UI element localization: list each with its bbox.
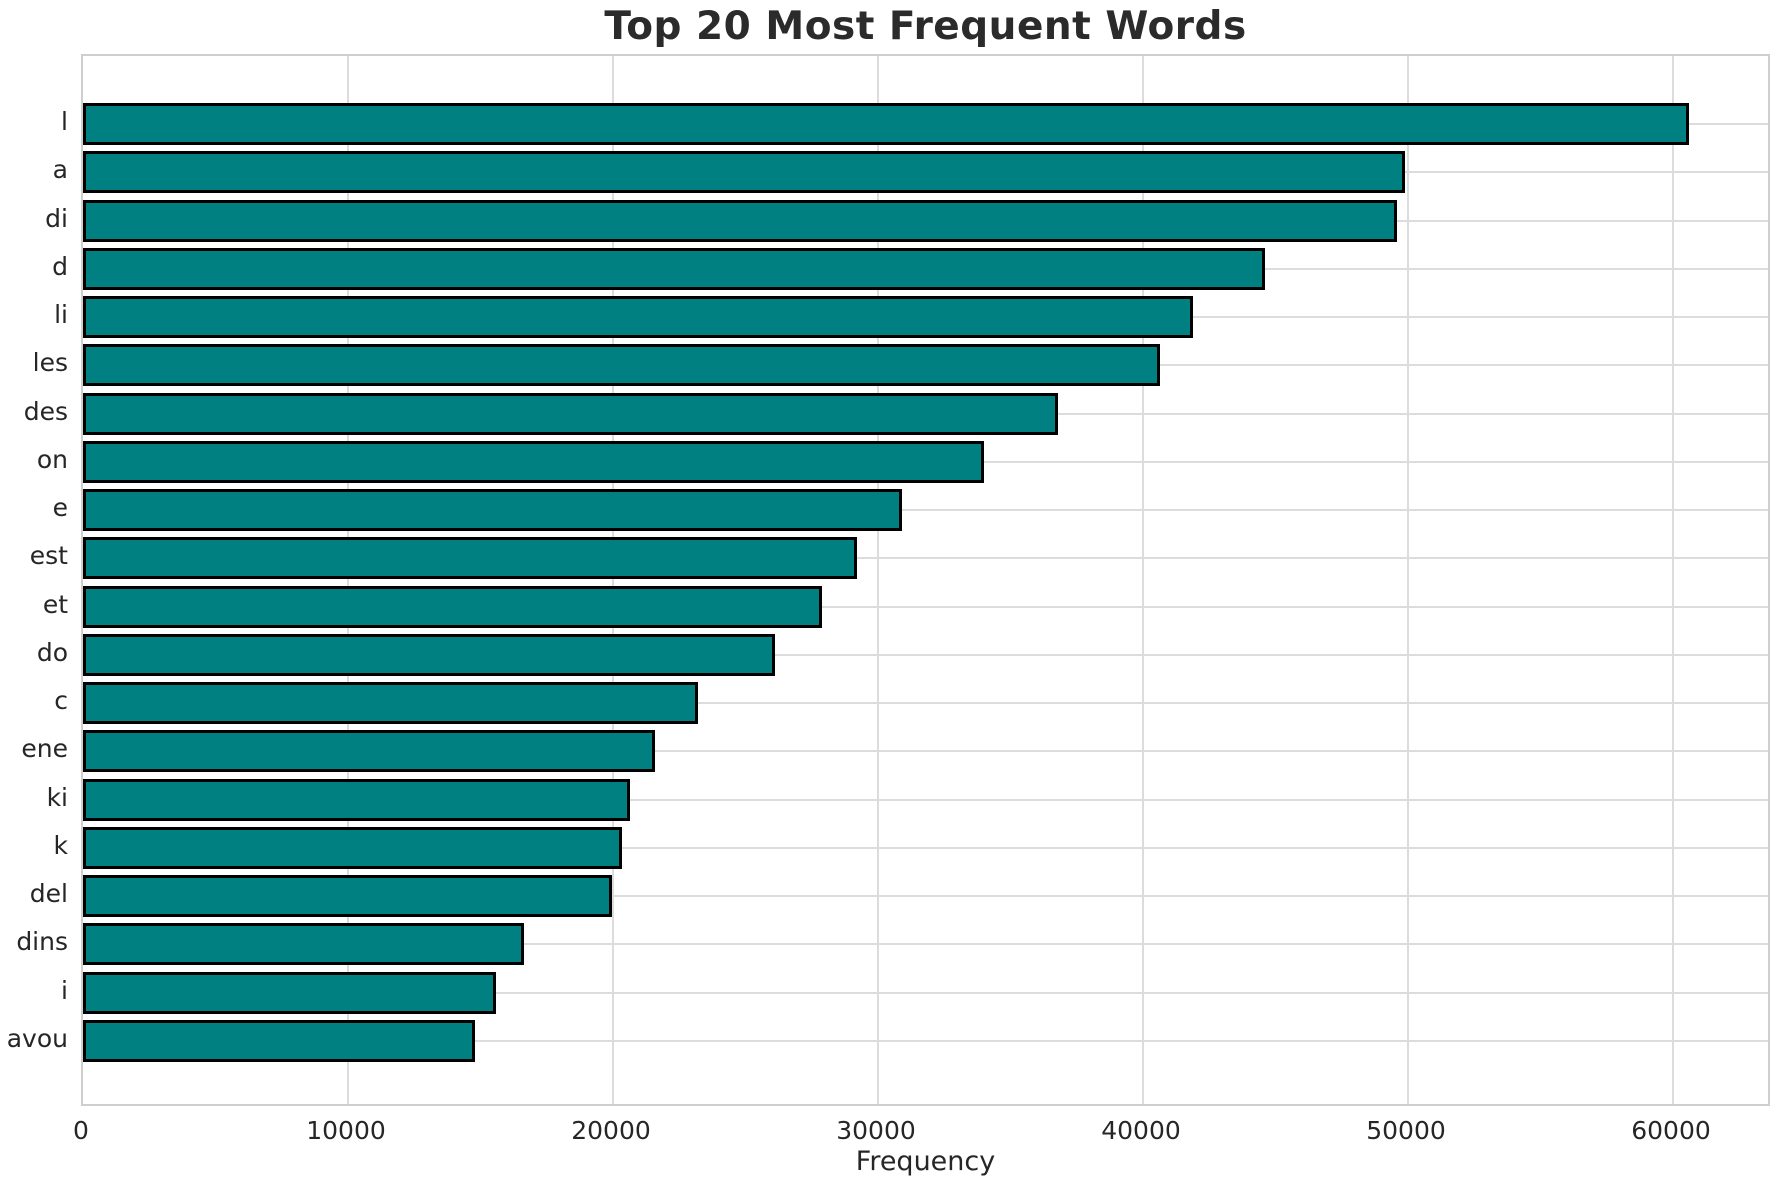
y-tick-label-les: les xyxy=(32,348,68,378)
x-tick-label-40000: 40000 xyxy=(1101,1116,1181,1145)
bar-e xyxy=(83,489,902,532)
x-tick-label-50000: 50000 xyxy=(1366,1116,1446,1145)
bar-k xyxy=(83,826,622,869)
bar-est xyxy=(83,537,857,580)
bar-dins xyxy=(83,923,524,966)
vertical-gridline xyxy=(1672,56,1674,1104)
chart-title: Top 20 Most Frequent Words xyxy=(604,4,1247,49)
x-tick-label-0: 0 xyxy=(73,1116,89,1145)
vertical-gridline xyxy=(347,56,349,1104)
horizontal-gridline xyxy=(83,943,1768,946)
bar-do xyxy=(83,633,775,676)
x-axis-label: Frequency xyxy=(855,1146,996,1177)
y-tick-label-li: li xyxy=(54,300,68,330)
y-tick-label-est: est xyxy=(29,541,68,571)
y-tick-label-ki: ki xyxy=(46,782,68,812)
y-tick-label-des: des xyxy=(23,396,68,426)
horizontal-gridline xyxy=(83,1039,1768,1042)
horizontal-gridline xyxy=(83,509,1768,512)
vertical-gridline xyxy=(877,56,879,1104)
y-tick-label-del: del xyxy=(29,879,68,909)
x-tick-label-10000: 10000 xyxy=(306,1116,386,1145)
y-tick-label-a: a xyxy=(52,155,68,185)
bar-i xyxy=(83,971,496,1014)
x-tick-label-30000: 30000 xyxy=(836,1116,916,1145)
y-tick-label-di: di xyxy=(45,203,68,233)
bar-l xyxy=(83,103,1689,145)
y-tick-label-on: on xyxy=(36,444,68,474)
y-tick-label-dins: dins xyxy=(16,927,68,957)
y-tick-label-ene: ene xyxy=(21,734,68,764)
horizontal-gridline xyxy=(83,653,1768,656)
horizontal-gridline xyxy=(83,750,1768,753)
x-tick-label-20000: 20000 xyxy=(571,1116,651,1145)
x-tick-label-60000: 60000 xyxy=(1631,1116,1711,1145)
horizontal-gridline xyxy=(83,605,1768,608)
horizontal-gridline xyxy=(83,798,1768,801)
y-tick-label-e: e xyxy=(52,493,68,523)
y-tick-label-l: l xyxy=(61,107,68,136)
bar-ki xyxy=(83,778,630,821)
bar-di xyxy=(83,199,1397,242)
horizontal-gridline xyxy=(83,846,1768,849)
bar-avou xyxy=(83,1019,475,1062)
bar-li xyxy=(83,296,1193,339)
bar-les xyxy=(83,344,1160,387)
bar-des xyxy=(83,392,1058,435)
vertical-gridline xyxy=(612,56,614,1104)
y-tick-label-et: et xyxy=(42,589,68,619)
y-tick-label-k: k xyxy=(53,830,68,860)
bar-on xyxy=(83,440,984,483)
bar-del xyxy=(83,875,612,918)
horizontal-gridline xyxy=(83,557,1768,560)
vertical-gridline xyxy=(1142,56,1144,1104)
horizontal-gridline xyxy=(83,991,1768,994)
y-tick-label-c: c xyxy=(54,686,68,716)
bar-a xyxy=(83,151,1405,194)
vertical-gridline xyxy=(1407,56,1409,1104)
y-tick-label-do: do xyxy=(36,637,68,667)
bar-et xyxy=(83,585,822,628)
y-tick-label-d: d xyxy=(52,251,68,281)
bar-c xyxy=(83,682,698,725)
y-tick-label-avou: avou xyxy=(6,1023,68,1053)
plot-area xyxy=(81,54,1770,1106)
bar-ene xyxy=(83,730,655,773)
horizontal-gridline xyxy=(83,895,1768,898)
bar-d xyxy=(83,247,1265,290)
y-tick-label-i: i xyxy=(61,975,68,1005)
horizontal-gridline xyxy=(83,702,1768,705)
